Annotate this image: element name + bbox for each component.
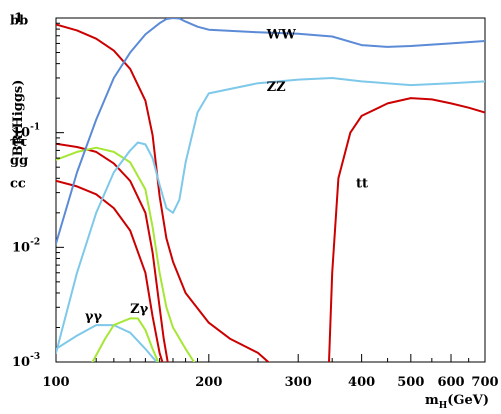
y-tick-label: 10-1 <box>12 123 40 141</box>
y-tick-label: 10-3 <box>12 352 40 370</box>
x-tick-label: 300 <box>285 375 312 390</box>
series-line-Zgamma <box>91 317 160 362</box>
series-label-gammagamma: γγ <box>85 309 103 324</box>
x-tick-label: 500 <box>397 375 424 390</box>
y-tick-label: 10-2 <box>12 237 40 255</box>
x-axis-title-unit: (GeV) <box>447 393 489 408</box>
series-label-Zgamma: Zγ <box>130 302 148 317</box>
series-labels: bb ττ gg cc WW ZZ tt γγ Zγ <box>10 14 368 325</box>
y-axis-title: BR(Higgs) <box>11 80 26 157</box>
series-label-tautau: ττ <box>10 135 28 150</box>
series-line-WW <box>56 18 485 245</box>
series-label-bb: bb <box>10 14 28 29</box>
x-tick-label: 400 <box>348 375 375 390</box>
series-line-bb <box>56 23 270 362</box>
series-line-gammagamma <box>56 324 158 362</box>
series-line-ZZ <box>56 77 485 354</box>
x-axis-title-sub: H <box>439 401 448 411</box>
x-axis-title-main: m <box>425 393 439 408</box>
y-tick-label: 1 <box>14 11 23 26</box>
plot-frame <box>55 17 486 363</box>
x-tick-label: 700 <box>471 375 498 390</box>
series-line-cc <box>56 179 164 362</box>
axis-ticks: 100 200 300 400 500 600 700 1 10-1 10-2 10-3 <box>12 11 499 390</box>
x-axis-title: mH(GeV) <box>425 393 489 411</box>
series-label-gg: gg <box>10 154 28 169</box>
series-label-WW: WW <box>266 27 297 42</box>
x-tick-label: 600 <box>437 375 464 390</box>
series-line-gg <box>56 146 195 362</box>
series-label-ZZ: ZZ <box>267 80 286 95</box>
series-label-tt: tt <box>356 177 368 192</box>
series-layer <box>56 18 485 362</box>
series-label-cc: cc <box>10 177 26 192</box>
x-tick-label: 200 <box>195 375 222 390</box>
x-tick-label: 100 <box>42 375 69 390</box>
series-line-tt <box>328 97 485 362</box>
